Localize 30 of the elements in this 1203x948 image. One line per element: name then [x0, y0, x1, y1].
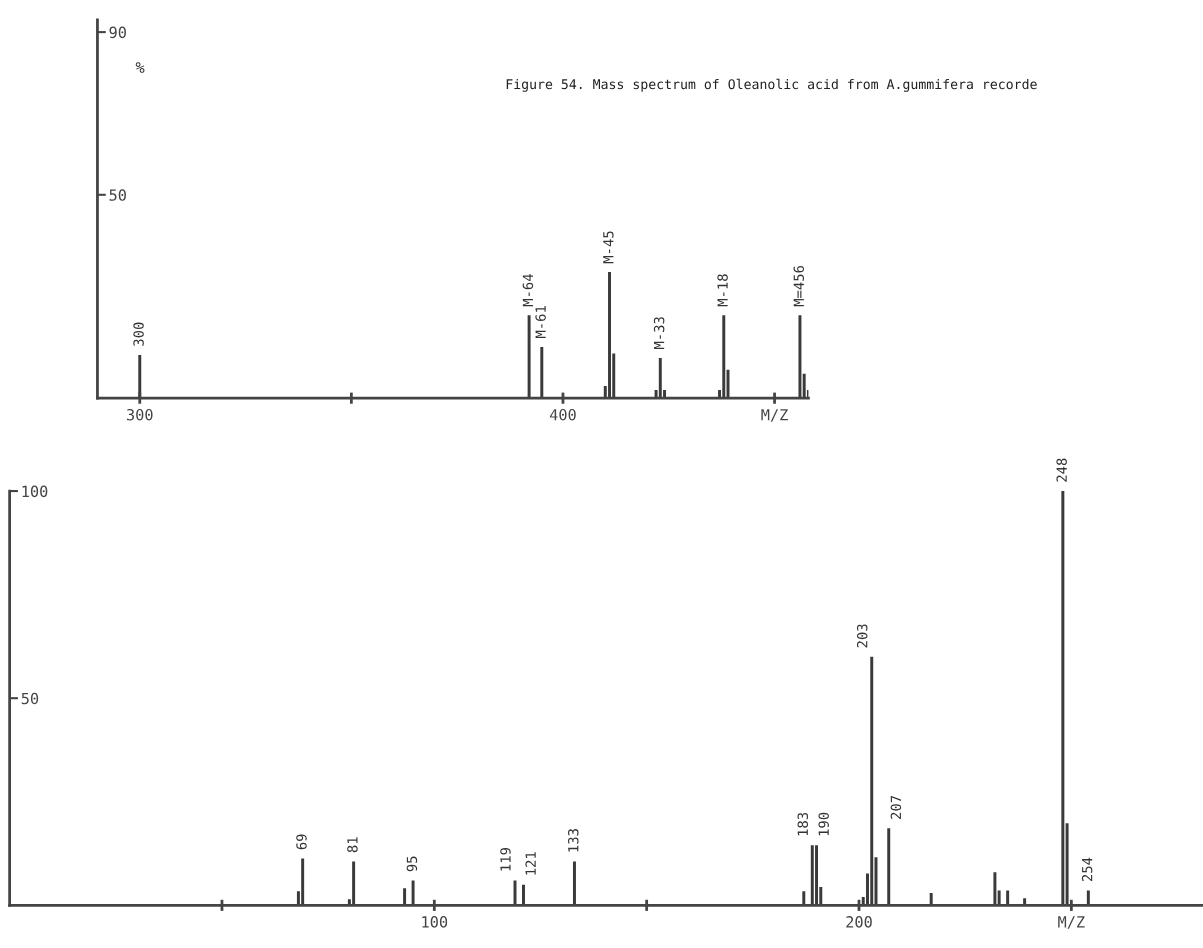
y-tick-label: 90 [109, 26, 126, 39]
y-tick-label: 50 [109, 189, 126, 201]
annotation: 254 [1081, 857, 1093, 882]
text: Figure 54. Mass spectrum of Oleanolic acid from A.gummifera recorde [506, 78, 1037, 92]
y-tick-label: 50 [21, 692, 39, 705]
annotation: M-45 [603, 231, 614, 264]
annotation: 190 [818, 812, 829, 836]
x-tick-label: M/Z [1058, 916, 1085, 929]
annotation: 207 [890, 795, 902, 819]
annotation: 81 [347, 837, 358, 853]
annotation: 300 [133, 322, 144, 346]
annotation: M-33 [653, 317, 665, 349]
annotation: M=456 [793, 265, 805, 307]
annotation: M-18 [717, 274, 728, 307]
annotation: 248 [1056, 458, 1067, 482]
x-tick-label: 400 [549, 408, 576, 421]
x-tick-label: 200 [846, 916, 872, 928]
annotation: M-61 [535, 306, 546, 338]
x-tick-label: 100 [422, 916, 448, 928]
annotation: 119 [500, 848, 511, 871]
annotation: 121 [525, 852, 536, 875]
annotation: 69 [296, 834, 307, 850]
x-tick-label: M/Z [761, 409, 788, 422]
annotation: M-64 [522, 274, 534, 307]
x-tick-label: 300 [126, 408, 153, 421]
annotation: 183 [797, 812, 809, 836]
annotation: 95 [406, 856, 418, 872]
annotation: 203 [856, 624, 868, 648]
annotation: 133 [568, 829, 579, 852]
y-axis-title: % [135, 62, 145, 73]
